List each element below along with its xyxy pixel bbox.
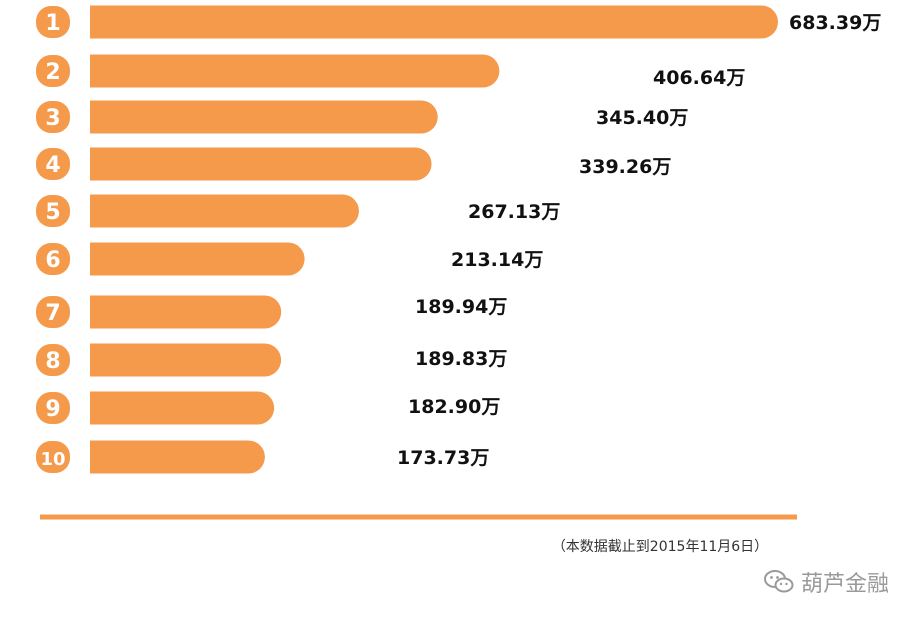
rank-badge [36,296,70,328]
rank-label: 10 [40,449,65,470]
rank-badge [36,195,70,227]
rank-label: 4 [45,153,60,178]
bar [90,391,275,425]
value-label: 189.94万 [415,296,507,318]
rank-badge [36,441,70,473]
rank-badge [36,6,70,38]
value-label: 173.73万 [397,447,489,469]
watermark: 葫芦金融 [763,566,889,598]
bar [90,100,438,134]
rank-badge [36,148,70,180]
value-label: 683.39万 [789,12,881,34]
bar [90,242,305,276]
rank-label: 6 [45,248,60,273]
rank-label: 8 [45,349,60,374]
rank-badge [36,101,70,133]
rank-label: 5 [45,200,60,225]
rank-label: 2 [45,60,60,85]
value-label: 189.83万 [415,348,507,370]
rank-badge [36,392,70,424]
bars-group: 1 683.39万 2 406.64万 3 345.40万 4 339.26万 5 267.13万… [36,5,881,474]
watermark-text: 葫芦金融 [800,572,889,597]
value-label: 406.64万 [653,67,745,89]
rank-label: 9 [45,397,60,422]
bar [90,194,359,228]
bar [90,440,265,474]
rank-badge [36,344,70,376]
bar [90,147,432,181]
rank-badge [36,55,70,87]
bar [90,295,282,329]
value-label: 267.13万 [468,201,560,223]
rank-badge [36,243,70,275]
date-footnote: （本数据截止到2015年11月6日） [551,539,769,555]
bar [90,54,500,88]
value-label: 345.40万 [596,107,688,129]
value-label: 339.26万 [579,156,671,178]
rank-label: 3 [45,106,60,131]
rank-label: 7 [45,301,60,326]
bar [90,5,778,39]
value-label: 213.14万 [451,249,543,271]
rank-label: 1 [45,11,60,36]
wechat-icon [763,570,794,593]
value-label: 182.90万 [408,396,500,418]
bar [90,343,282,377]
